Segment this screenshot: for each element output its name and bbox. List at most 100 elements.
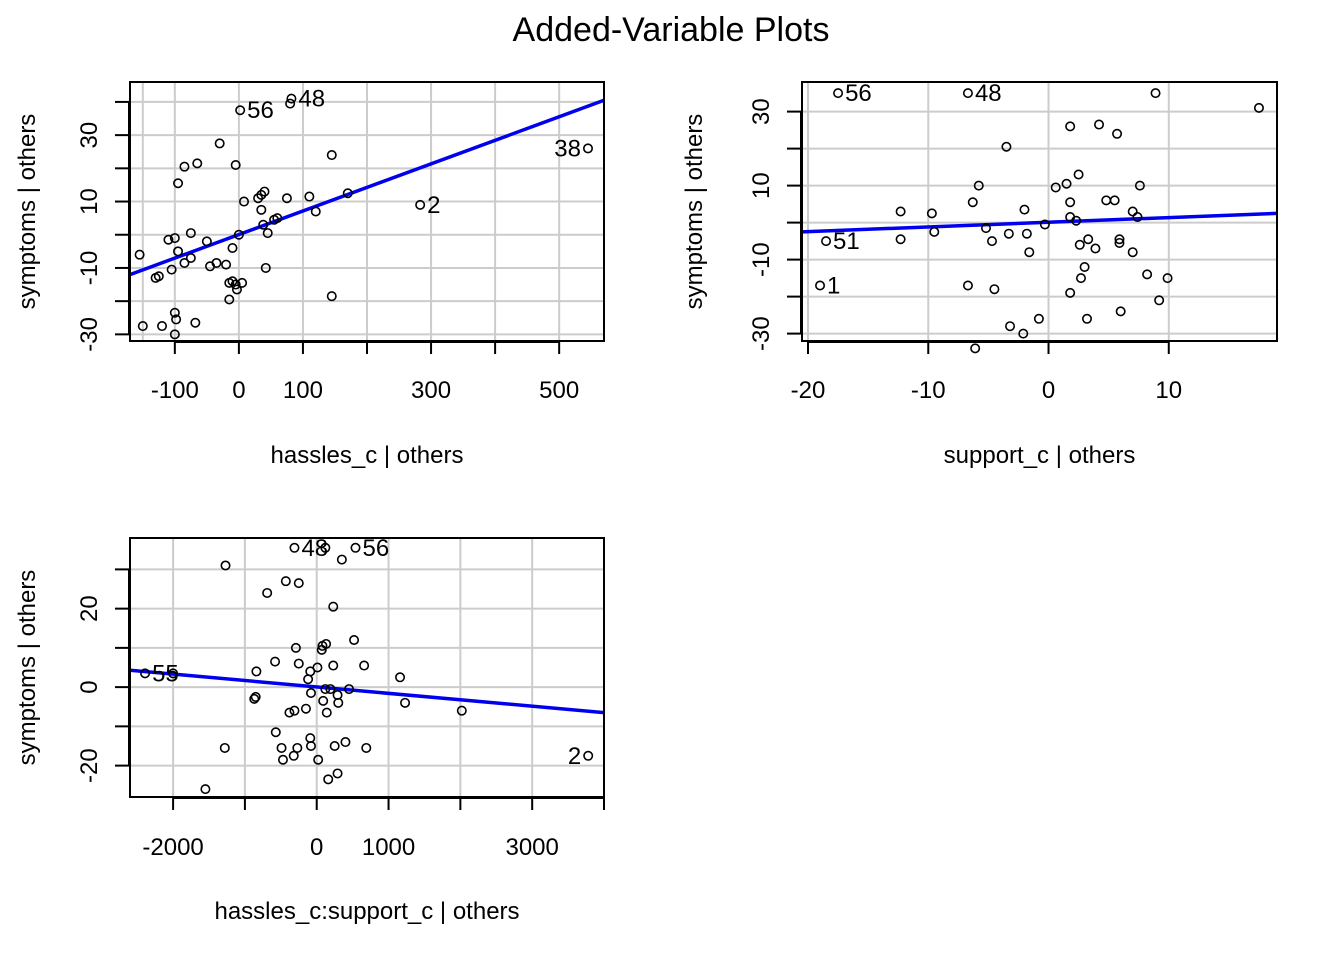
data-point [205,261,216,272]
data-point [239,196,250,207]
y-axis-label: symptoms | others [14,570,41,766]
y-axis-label: symptoms | others [681,114,708,310]
data-point [305,688,316,699]
data-point [259,186,270,197]
data-point [1112,128,1123,139]
labeled-data-point [582,143,593,154]
data-point [326,291,337,302]
data-point [1021,228,1032,239]
data-point [967,197,978,208]
labeled-data-point [140,668,151,679]
data-point [1075,273,1086,284]
point-label: 48 [298,86,325,113]
data-point [227,243,238,254]
data-point [1127,247,1138,258]
data-point [1101,195,1112,206]
data-point [276,742,287,753]
regression-line [802,211,1277,234]
data-point [332,768,343,779]
point-label: 2 [427,192,440,219]
data-point [1079,261,1090,272]
point-label: 56 [845,80,872,107]
data-point [251,666,262,677]
data-point [321,707,332,718]
x-axis: -100 0 100 300 500 hassles_c | others [151,341,579,469]
data-point [1033,313,1044,324]
data-point [258,219,269,230]
data-point [237,277,248,288]
point-label: 56 [247,97,274,124]
y-tick-label: -10 [76,251,103,286]
x-tick-label: 3000 [505,834,558,861]
x-axis-label: hassles_c:support_c | others [214,898,519,925]
data-point [1109,195,1120,206]
data-point [233,229,244,240]
y-tick-label: -10 [748,242,775,277]
data-point [456,705,467,716]
data-point [1253,102,1264,113]
y-axis: -20 0 20 symptoms | others [14,568,130,783]
data-point [318,695,329,706]
y-tick-label: 30 [76,122,103,149]
x-tick-label: -100 [151,377,199,404]
data-point [168,668,179,679]
data-point [270,727,281,738]
data-point [328,601,339,612]
data-point [137,321,148,332]
y-tick-label: -30 [76,317,103,352]
data-point [325,684,336,695]
data-point [895,234,906,245]
data-point [1115,306,1126,317]
data-point [201,236,212,247]
data-point [262,228,273,239]
data-point [288,750,299,761]
labeled-data-point [415,199,426,210]
data-point [281,193,292,204]
data-point [270,656,281,667]
data-point [1065,287,1076,298]
labeled-data-point [583,750,594,761]
grid-lines [130,82,604,341]
av-plot-panel-3: 48 56 55 2 -2000 0 1000 3000 hassles_c:support_c… [14,535,605,925]
labeled-data-point [815,280,826,291]
data-point [1154,295,1165,306]
y-axis-label: symptoms | others [14,114,41,310]
data-point [305,740,316,751]
data-point [303,674,314,685]
data-point [190,317,201,328]
data-point [986,236,997,247]
labeled-data-point [833,88,844,99]
point-label: 55 [152,660,179,687]
x-tick-label: 100 [283,377,323,404]
data-point [336,554,347,565]
data-point [895,206,906,217]
data-point [980,223,991,234]
data-point [166,264,177,275]
data-point [134,249,145,260]
x-tick-label: -2000 [142,834,203,861]
point-label: 51 [833,228,860,255]
data-point [256,204,267,215]
data-point [973,180,984,191]
labeled-data-point [821,236,832,247]
data-point [200,784,211,795]
data-point [1019,204,1030,215]
data-point [962,280,973,291]
labeled-data-point [350,542,361,553]
data-point [1039,219,1050,230]
y-tick-label: 0 [76,680,103,693]
data-point [1061,178,1072,189]
data-point [173,246,184,257]
data-point [1071,215,1082,226]
data-point [179,257,190,268]
data-point [1114,234,1125,245]
data-point [169,329,180,340]
x-tick-label: 0 [1042,377,1055,404]
data-point [293,658,304,669]
data-point [1134,180,1145,191]
data-point [929,226,940,237]
data-point [1005,321,1016,332]
data-point [300,703,311,714]
